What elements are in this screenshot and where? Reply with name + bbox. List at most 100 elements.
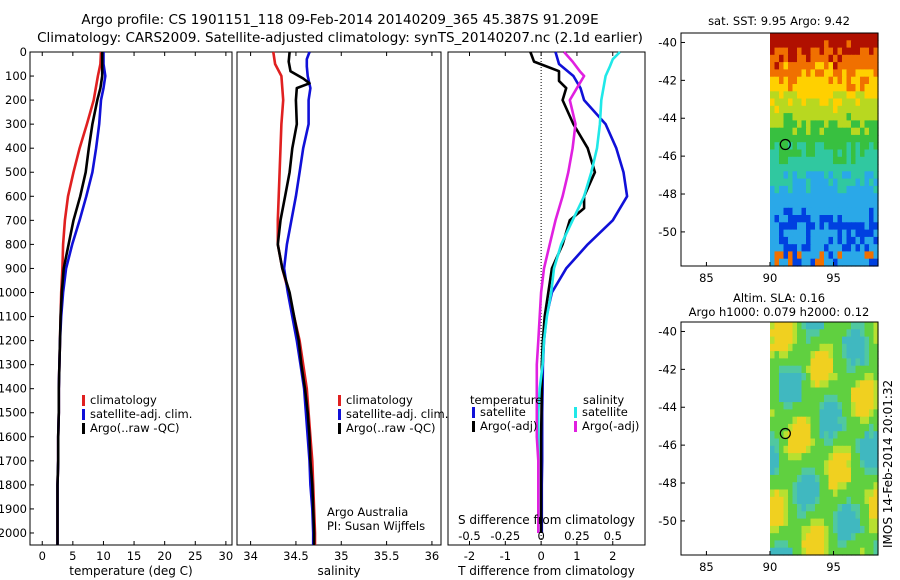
sst-map-cell (846, 40, 852, 49)
sla-map-cell (846, 373, 852, 381)
sst-map-cell (869, 76, 875, 85)
sst-map-cell (815, 185, 821, 194)
sst-map-cell (873, 33, 879, 41)
sla-map-cell (842, 496, 848, 505)
sst-map-cell (779, 207, 785, 216)
sst-map-cell (788, 193, 794, 202)
sla-map-cell (788, 496, 794, 505)
sla-map-cell (792, 518, 798, 527)
sst-map-cell (783, 251, 789, 260)
sst-map-cell (810, 127, 816, 136)
sst-map-cell (792, 185, 798, 194)
sst-map-cell (846, 200, 852, 209)
sst-map-cell (797, 33, 803, 41)
sla-map-cell (864, 365, 870, 374)
sla-map-xtick-label: 90 (763, 560, 778, 574)
header-line-2: Climatology: CARS2009. Satellite-adjuste… (37, 30, 643, 46)
sla-map-cell (774, 394, 780, 403)
sst-map-cell (860, 244, 866, 253)
sst-map-cell (869, 251, 875, 260)
sla-map-cell (855, 329, 861, 338)
sst-map-cell (855, 76, 861, 85)
sla-map-cell (855, 394, 861, 403)
sla-map-cell (810, 467, 816, 476)
sst-map-cell (770, 84, 776, 92)
sst-map-cell (801, 244, 807, 253)
sla-map-xtick-label: 95 (826, 560, 841, 574)
sst-map-cell (801, 47, 807, 56)
sla-map-cell (810, 482, 816, 491)
sst-map-cell (842, 91, 848, 100)
sla-map-ytick-label: -40 (658, 324, 677, 338)
diff-legend-temp-argo-swatch (472, 421, 475, 432)
sla-map-cell (801, 547, 807, 556)
depth-tick-label: 300 (5, 117, 27, 131)
sla-map-cell (819, 445, 825, 454)
sla-map-cell (842, 533, 848, 542)
sst-map-cell (815, 236, 821, 245)
sla-map-cell (824, 489, 830, 498)
sst-map-cell (792, 33, 798, 41)
sla-map-cell (774, 511, 780, 520)
temperature-xtick-label: 15 (127, 549, 142, 563)
sla-map-cell (810, 547, 816, 556)
sst-map-cell (842, 178, 848, 187)
sla-map-cell (824, 380, 830, 389)
sla-map-cell (828, 533, 834, 542)
sst-map-cell (801, 251, 807, 260)
sla-map-cell (783, 489, 789, 498)
sla-map-cell (788, 540, 794, 549)
sla-map-cell (860, 409, 866, 418)
sla-map-cell (855, 525, 861, 534)
sla-map-cell (860, 358, 866, 367)
sst-map-cell (873, 222, 879, 231)
sst-map-cell (806, 40, 812, 49)
sla-map-cell (797, 402, 803, 410)
sla-map-cell (792, 336, 798, 345)
sst-map-cell (815, 134, 821, 143)
sst-map-cell (824, 54, 830, 63)
sst-map-cell (779, 215, 785, 223)
sst-map-cell (833, 193, 839, 202)
sla-map-cell (869, 525, 875, 534)
sst-map-cell (783, 171, 789, 180)
sla-map-cell (851, 438, 857, 447)
sst-map-cell (792, 244, 798, 253)
sla-map-cell (788, 467, 794, 476)
sla-map-cell (783, 402, 789, 410)
sst-map-cell (806, 200, 812, 209)
sla-map-cell (779, 402, 785, 410)
sla-map-cell (842, 547, 848, 556)
sst-map-cell (860, 54, 866, 63)
sst-map-cell (855, 222, 861, 231)
sst-map-cell (833, 229, 839, 238)
sla-map-cell (846, 533, 852, 542)
difference-xlabel: T difference from climatology (457, 564, 635, 578)
sst-map-cell (824, 69, 830, 78)
sla-map-cell (846, 474, 852, 483)
sst-map-cell (797, 207, 803, 216)
sst-map-cell (797, 236, 803, 245)
sla-map-cell (774, 445, 780, 454)
sst-map-cell (819, 98, 825, 107)
sla-map-cell (801, 402, 807, 410)
sst-map-cell (824, 244, 830, 253)
sla-map-cell (779, 533, 785, 542)
sst-map-cell (770, 171, 776, 180)
sla-map-cell (855, 460, 861, 469)
sla-map-cell (833, 336, 839, 345)
sst-map-cell (806, 69, 812, 78)
sst-map-cell (846, 120, 852, 129)
sst-map-cell (833, 62, 839, 70)
sst-map-cell (788, 171, 794, 180)
sst-map-cell (774, 113, 780, 121)
sla-map-cell (869, 343, 875, 352)
sla-map-cell (815, 322, 821, 330)
sla-map-cell (864, 343, 870, 352)
sla-map-cell (833, 387, 839, 396)
sla-map-cell (833, 518, 839, 527)
sla-map-cell (860, 540, 866, 549)
sst-map-cell (837, 84, 843, 92)
sst-map-cell (824, 40, 830, 49)
